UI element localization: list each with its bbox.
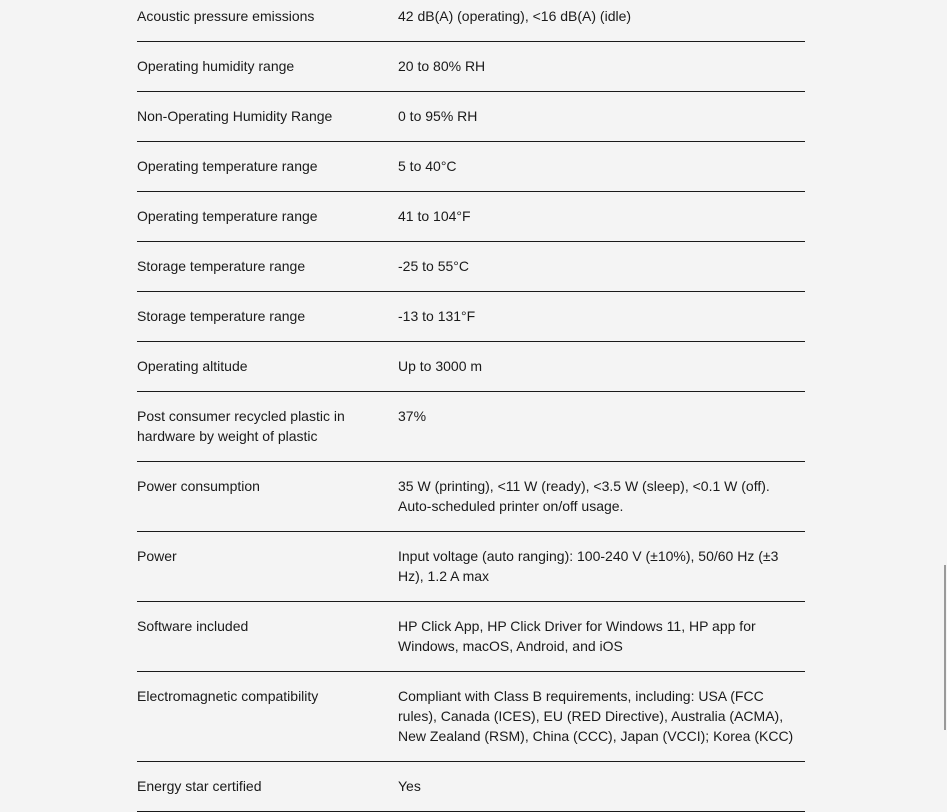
spec-value: 0 to 95% RH <box>398 108 478 124</box>
spec-label: Power <box>137 548 177 564</box>
spec-label: Storage temperature range <box>137 308 306 324</box>
spec-label: Operating temperature range <box>137 158 318 174</box>
spec-label: Acoustic pressure emissions <box>137 8 315 24</box>
spec-row: Operating altitude Up to 3000 m <box>137 342 805 392</box>
spec-value: Yes <box>398 778 421 794</box>
spec-row: Software included HP Click App, HP Click … <box>137 602 805 672</box>
spec-row: Operating temperature range 5 to 40°C <box>137 142 805 192</box>
spec-value: 37% <box>398 408 427 424</box>
spec-value: 5 to 40°C <box>398 158 457 174</box>
spec-value: Compliant with Class B requirements, inc… <box>398 688 794 744</box>
spec-value: Up to 3000 m <box>398 358 483 374</box>
spec-label: Electromagnetic compatibility <box>137 688 319 704</box>
spec-value: 20 to 80% RH <box>398 58 486 74</box>
spec-label: Non-Operating Humidity Range <box>137 108 333 124</box>
spec-row: Electromagnetic compatibility Compliant w… <box>137 672 805 762</box>
spec-row: Storage temperature range -13 to 131°F <box>137 292 805 342</box>
spec-value: 41 to 104°F <box>398 208 471 224</box>
spec-value: 42 dB(A) (operating), <16 dB(A) (idle) <box>398 8 632 24</box>
spec-row: Storage temperature range -25 to 55°C <box>137 242 805 292</box>
spec-row: Power consumption 35 W (printing), <11 W … <box>137 462 805 532</box>
spec-row: Power Input voltage (auto ranging): 100-2… <box>137 532 805 602</box>
spec-row: Acoustic pressure emissions 42 dB(A) (ope… <box>137 0 805 42</box>
spec-value: -25 to 55°C <box>398 258 469 274</box>
spec-value: -13 to 131°F <box>398 308 476 324</box>
spec-label: Storage temperature range <box>137 258 306 274</box>
scrollbar[interactable] <box>944 565 946 730</box>
spec-label: Operating humidity range <box>137 58 295 74</box>
spec-row: Post consumer recycled plastic in hardwa… <box>137 392 805 462</box>
spec-label: Energy star certified <box>137 778 262 794</box>
specifications-table: Acoustic pressure emissions 42 dB(A) (ope… <box>137 0 805 812</box>
spec-label: Post consumer recycled plastic in hardwa… <box>137 408 345 444</box>
spec-label: Operating temperature range <box>137 208 318 224</box>
spec-row: Operating temperature range 41 to 104°F <box>137 192 805 242</box>
spec-value: 35 W (printing), <11 W (ready), <3.5 W (… <box>398 478 770 514</box>
spec-label: Software included <box>137 618 249 634</box>
spec-label: Power consumption <box>137 478 260 494</box>
spec-value: Input voltage (auto ranging): 100-240 V … <box>398 548 779 584</box>
spec-label: Operating altitude <box>137 358 248 374</box>
spec-row: Non-Operating Humidity Range 0 to 95% RH <box>137 92 805 142</box>
spec-row: Energy star certified Yes <box>137 762 805 812</box>
spec-row: Operating humidity range 20 to 80% RH <box>137 42 805 92</box>
spec-value: HP Click App, HP Click Driver for Window… <box>398 618 756 654</box>
